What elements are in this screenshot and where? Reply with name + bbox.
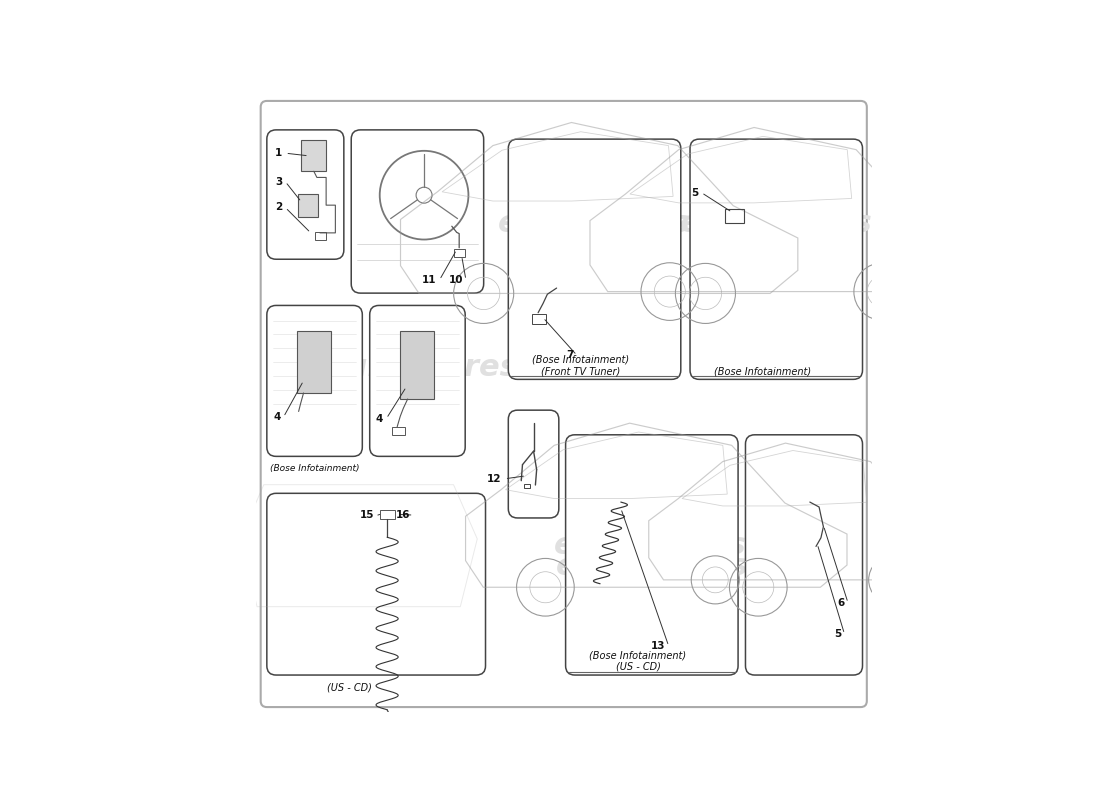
Bar — [301, 141, 326, 171]
Text: (Bose Infotainment)
(US - CD): (Bose Infotainment) (US - CD) — [590, 650, 686, 672]
Text: 4: 4 — [273, 412, 280, 422]
FancyBboxPatch shape — [508, 410, 559, 518]
Text: 5: 5 — [691, 187, 698, 198]
Text: 6: 6 — [838, 598, 845, 608]
Bar — [532, 314, 546, 324]
FancyBboxPatch shape — [565, 435, 738, 675]
Text: (US - CD): (US - CD) — [328, 682, 373, 693]
Text: 2: 2 — [275, 202, 283, 213]
Bar — [400, 331, 434, 399]
Text: eurospares: eurospares — [553, 531, 747, 560]
Text: 12: 12 — [487, 474, 502, 484]
Text: eurospares: eurospares — [556, 553, 748, 582]
FancyBboxPatch shape — [370, 306, 465, 456]
Text: 11: 11 — [422, 275, 437, 285]
Text: (Bose Infotainment): (Bose Infotainment) — [714, 366, 811, 376]
FancyBboxPatch shape — [351, 130, 484, 293]
Text: eurospares: eurospares — [680, 209, 872, 238]
Bar — [725, 209, 745, 223]
Text: eurospares: eurospares — [326, 353, 518, 382]
Bar — [298, 194, 318, 218]
Text: 3: 3 — [275, 177, 283, 186]
Text: (Bose Infotainment)
(Front TV Tuner): (Bose Infotainment) (Front TV Tuner) — [532, 354, 629, 376]
Bar — [297, 331, 331, 393]
Text: 13: 13 — [651, 642, 666, 651]
FancyBboxPatch shape — [690, 139, 862, 379]
Bar — [454, 249, 465, 257]
FancyBboxPatch shape — [267, 130, 344, 259]
FancyBboxPatch shape — [746, 435, 862, 675]
Text: 4: 4 — [376, 414, 383, 424]
FancyBboxPatch shape — [267, 494, 485, 675]
Bar — [392, 426, 405, 434]
Text: 1: 1 — [275, 148, 283, 158]
Bar — [315, 232, 326, 240]
Text: 15: 15 — [361, 510, 375, 520]
Text: 7: 7 — [566, 350, 574, 360]
Bar — [379, 510, 395, 518]
Bar — [441, 167, 478, 202]
Text: 10: 10 — [449, 275, 463, 285]
Text: (Bose Infotainment): (Bose Infotainment) — [270, 464, 360, 473]
Bar — [365, 167, 409, 202]
Bar — [524, 484, 530, 488]
FancyBboxPatch shape — [508, 139, 681, 379]
FancyBboxPatch shape — [267, 306, 362, 456]
Text: 5: 5 — [834, 629, 842, 639]
Text: 16: 16 — [396, 510, 410, 520]
Text: eurospares: eurospares — [498, 209, 691, 238]
